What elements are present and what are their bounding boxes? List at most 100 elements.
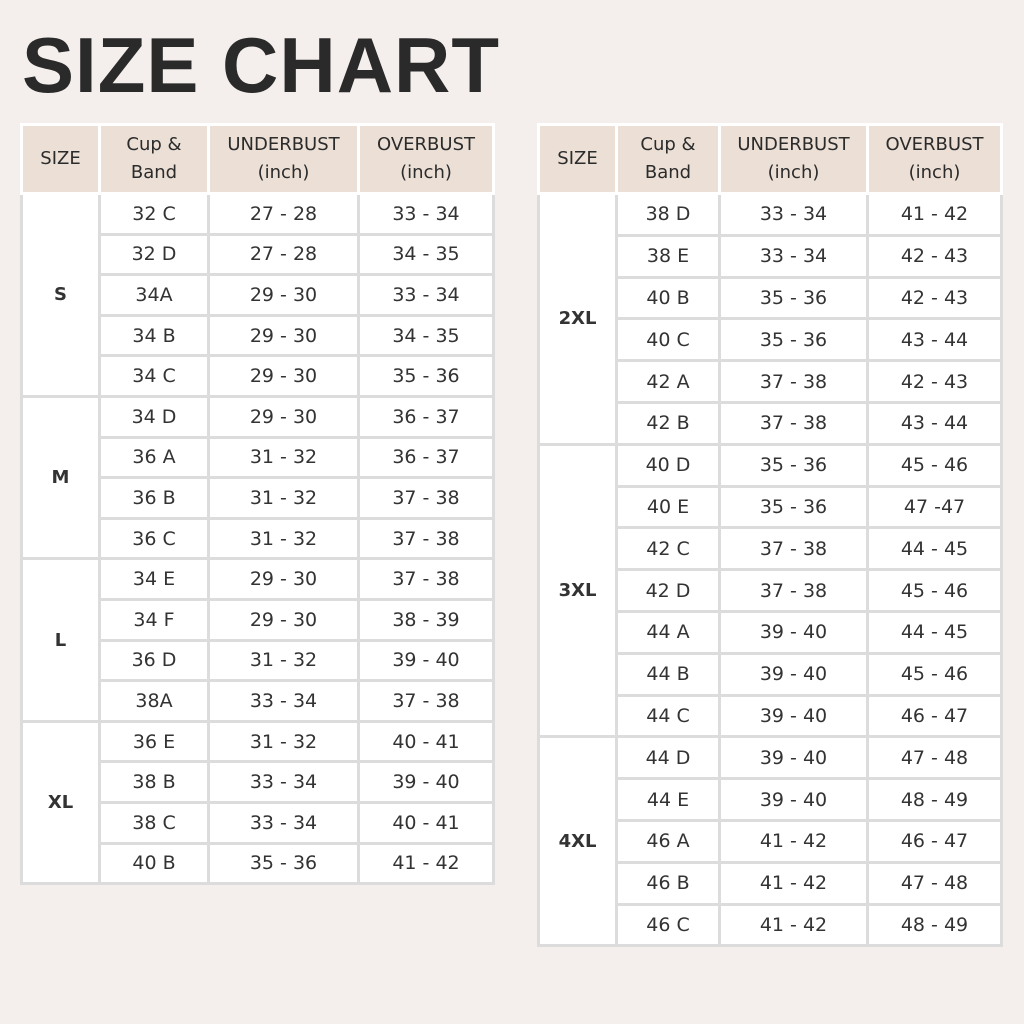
table-row: 2XL 38 D 33 - 34 41 - 42 bbox=[537, 192, 1003, 446]
underbust-cell: 35 - 36 bbox=[718, 317, 869, 363]
cup-band-cell: 42 A bbox=[615, 359, 721, 404]
table-row: 42 C 37 - 38 44 - 45 bbox=[539, 526, 1003, 572]
overbust-cell: 42 - 43 bbox=[866, 359, 1003, 404]
overbust-cell: 39 - 40 bbox=[357, 638, 495, 683]
overbust-cell: 45 - 46 bbox=[866, 568, 1003, 613]
underbust-cell: 31 - 32 bbox=[207, 435, 360, 480]
size-table-right: SIZE Cup & Band UNDERBUST (inch) OVERBUS… bbox=[537, 123, 1003, 948]
underbust-cell: 33 - 34 bbox=[207, 760, 360, 804]
table-row: S 32 C 27 - 28 33 - 34 bbox=[20, 192, 495, 398]
underbust-cell: 39 - 40 bbox=[718, 651, 869, 697]
overbust-cell: 45 - 46 bbox=[866, 651, 1003, 697]
overbust-cell: 44 - 45 bbox=[866, 609, 1003, 655]
overbust-cell: 40 - 41 bbox=[357, 719, 495, 764]
underbust-cell: 31 - 32 bbox=[207, 638, 360, 683]
table-row: 40 C 35 - 36 43 - 44 bbox=[539, 317, 1003, 363]
table-row: 40 B 35 - 36 42 - 43 bbox=[539, 275, 1003, 321]
underbust-cell: 31 - 32 bbox=[207, 516, 360, 561]
underbust-cell: 37 - 38 bbox=[718, 400, 869, 446]
underbust-cell: 35 - 36 bbox=[207, 841, 360, 886]
table-row: 42 D 37 - 38 45 - 46 bbox=[539, 568, 1003, 613]
size-cell: 2XL bbox=[537, 192, 618, 446]
underbust-cell: 29 - 30 bbox=[207, 273, 360, 317]
underbust-cell: 27 - 28 bbox=[207, 192, 360, 236]
size-cell: 4XL bbox=[537, 735, 618, 948]
size-cell: S bbox=[20, 192, 101, 398]
table-row: 38A 33 - 34 37 - 38 bbox=[22, 679, 495, 723]
overbust-cell: 47 - 48 bbox=[866, 860, 1003, 906]
table-row: XL 36 E 31 - 32 40 - 41 bbox=[20, 719, 495, 886]
underbust-cell: 33 - 34 bbox=[207, 800, 360, 845]
cup-band-cell: 36 E bbox=[98, 719, 210, 764]
table-row: 46 A 41 - 42 46 - 47 bbox=[539, 818, 1003, 864]
overbust-cell: 36 - 37 bbox=[357, 394, 495, 439]
overbust-cell: 47 - 48 bbox=[866, 735, 1003, 781]
overbust-cell: 47 -47 bbox=[866, 484, 1003, 530]
underbust-cell: 31 - 32 bbox=[207, 476, 360, 520]
underbust-cell: 35 - 36 bbox=[718, 484, 869, 530]
overbust-cell: 37 - 38 bbox=[357, 476, 495, 520]
overbust-cell: 37 - 38 bbox=[357, 557, 495, 601]
overbust-cell: 33 - 34 bbox=[357, 192, 495, 236]
header-overbust: OVERBUST (inch) bbox=[866, 123, 1003, 195]
header-cup-band: Cup & Band bbox=[615, 123, 721, 195]
table-row: 4XL 44 D 39 - 40 47 - 48 bbox=[537, 735, 1003, 948]
overbust-cell: 37 - 38 bbox=[357, 679, 495, 723]
underbust-cell: 39 - 40 bbox=[718, 735, 869, 781]
cup-band-cell: 44 B bbox=[615, 651, 721, 697]
size-cell: XL bbox=[20, 719, 101, 886]
overbust-cell: 34 - 35 bbox=[357, 232, 495, 277]
table-row: 36 A 31 - 32 36 - 37 bbox=[22, 435, 495, 480]
table-row: 34A 29 - 30 33 - 34 bbox=[22, 273, 495, 317]
cup-band-cell: 46 C bbox=[615, 902, 721, 948]
cup-band-cell: 38 B bbox=[98, 760, 210, 804]
table-row: 36 D 31 - 32 39 - 40 bbox=[22, 638, 495, 683]
table-row: 44 A 39 - 40 44 - 45 bbox=[539, 609, 1003, 655]
overbust-cell: 38 - 39 bbox=[357, 597, 495, 642]
cup-band-cell: 34 E bbox=[98, 557, 210, 601]
cup-band-cell: 32 C bbox=[98, 192, 210, 236]
header-row: SIZE Cup & Band UNDERBUST (inch) OVERBUS… bbox=[20, 123, 495, 195]
header-size: SIZE bbox=[537, 123, 618, 195]
table-row: 42 B 37 - 38 43 - 44 bbox=[539, 400, 1003, 446]
size-table-left: SIZE Cup & Band UNDERBUST (inch) OVERBUS… bbox=[20, 123, 495, 886]
table-row: 38 B 33 - 34 39 - 40 bbox=[22, 760, 495, 804]
overbust-cell: 48 - 49 bbox=[866, 777, 1003, 822]
overbust-cell: 41 - 42 bbox=[357, 841, 495, 886]
header-size: SIZE bbox=[20, 123, 101, 195]
table-row: 3XL 40 D 35 - 36 45 - 46 bbox=[537, 442, 1003, 739]
table-row: 40 E 35 - 36 47 -47 bbox=[539, 484, 1003, 530]
header-overbust: OVERBUST (inch) bbox=[357, 123, 495, 195]
cup-band-cell: 44 D bbox=[615, 735, 721, 781]
cup-band-cell: 32 D bbox=[98, 232, 210, 277]
table-row: 44 B 39 - 40 45 - 46 bbox=[539, 651, 1003, 697]
cup-band-cell: 36 D bbox=[98, 638, 210, 683]
table-row: 38 C 33 - 34 40 - 41 bbox=[22, 800, 495, 845]
overbust-cell: 46 - 47 bbox=[866, 818, 1003, 864]
underbust-cell: 33 - 34 bbox=[718, 233, 869, 279]
table-row: 34 F 29 - 30 38 - 39 bbox=[22, 597, 495, 642]
underbust-cell: 35 - 36 bbox=[718, 275, 869, 321]
overbust-cell: 42 - 43 bbox=[866, 233, 1003, 279]
page-title: SIZE CHART bbox=[22, 21, 500, 109]
cup-band-cell: 40 B bbox=[98, 841, 210, 886]
underbust-cell: 29 - 30 bbox=[207, 313, 360, 358]
underbust-cell: 41 - 42 bbox=[718, 902, 869, 948]
table-row: 42 A 37 - 38 42 - 43 bbox=[539, 359, 1003, 404]
underbust-cell: 29 - 30 bbox=[207, 597, 360, 642]
cup-band-cell: 34 C bbox=[98, 354, 210, 398]
cup-band-cell: 34 F bbox=[98, 597, 210, 642]
underbust-cell: 39 - 40 bbox=[718, 777, 869, 822]
underbust-cell: 37 - 38 bbox=[718, 526, 869, 572]
overbust-cell: 37 - 38 bbox=[357, 516, 495, 561]
overbust-cell: 33 - 34 bbox=[357, 273, 495, 317]
cup-band-cell: 40 B bbox=[615, 275, 721, 321]
cup-band-cell: 46 B bbox=[615, 860, 721, 906]
cup-band-cell: 34 B bbox=[98, 313, 210, 358]
size-cell: L bbox=[20, 557, 101, 723]
table-row: 40 B 35 - 36 41 - 42 bbox=[22, 841, 495, 886]
table-row: 44 C 39 - 40 46 - 47 bbox=[539, 693, 1003, 739]
header-underbust: UNDERBUST (inch) bbox=[207, 123, 360, 195]
table-row: 32 D 27 - 28 34 - 35 bbox=[22, 232, 495, 277]
cup-band-cell: 46 A bbox=[615, 818, 721, 864]
